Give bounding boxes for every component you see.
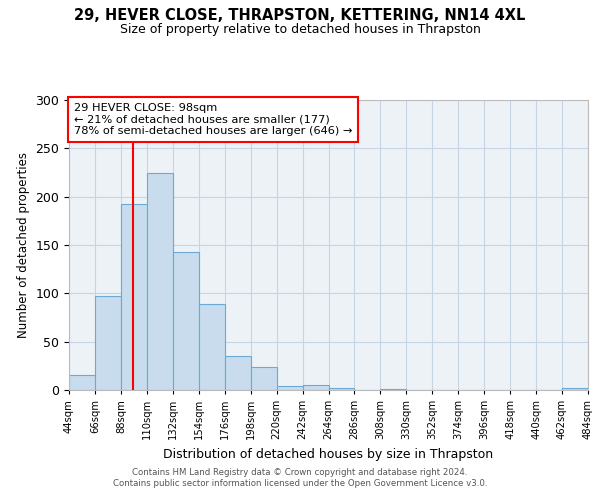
- Text: 29, HEVER CLOSE, THRAPSTON, KETTERING, NN14 4XL: 29, HEVER CLOSE, THRAPSTON, KETTERING, N…: [74, 8, 526, 22]
- Bar: [69, 374, 95, 390]
- Bar: [277, 386, 302, 390]
- Bar: [121, 204, 147, 390]
- Bar: [95, 296, 121, 390]
- Text: 29 HEVER CLOSE: 98sqm
← 21% of detached houses are smaller (177)
78% of semi-det: 29 HEVER CLOSE: 98sqm ← 21% of detached …: [74, 103, 353, 136]
- Bar: [329, 388, 355, 390]
- Bar: [173, 252, 199, 390]
- Bar: [224, 356, 251, 390]
- Bar: [562, 388, 588, 390]
- Bar: [199, 304, 224, 390]
- Y-axis label: Number of detached properties: Number of detached properties: [17, 152, 30, 338]
- Bar: [380, 389, 406, 390]
- Bar: [302, 385, 329, 390]
- Text: Size of property relative to detached houses in Thrapston: Size of property relative to detached ho…: [119, 22, 481, 36]
- Bar: [147, 172, 173, 390]
- Bar: [251, 367, 277, 390]
- Text: Contains HM Land Registry data © Crown copyright and database right 2024.
Contai: Contains HM Land Registry data © Crown c…: [113, 468, 487, 487]
- X-axis label: Distribution of detached houses by size in Thrapston: Distribution of detached houses by size …: [163, 448, 494, 460]
